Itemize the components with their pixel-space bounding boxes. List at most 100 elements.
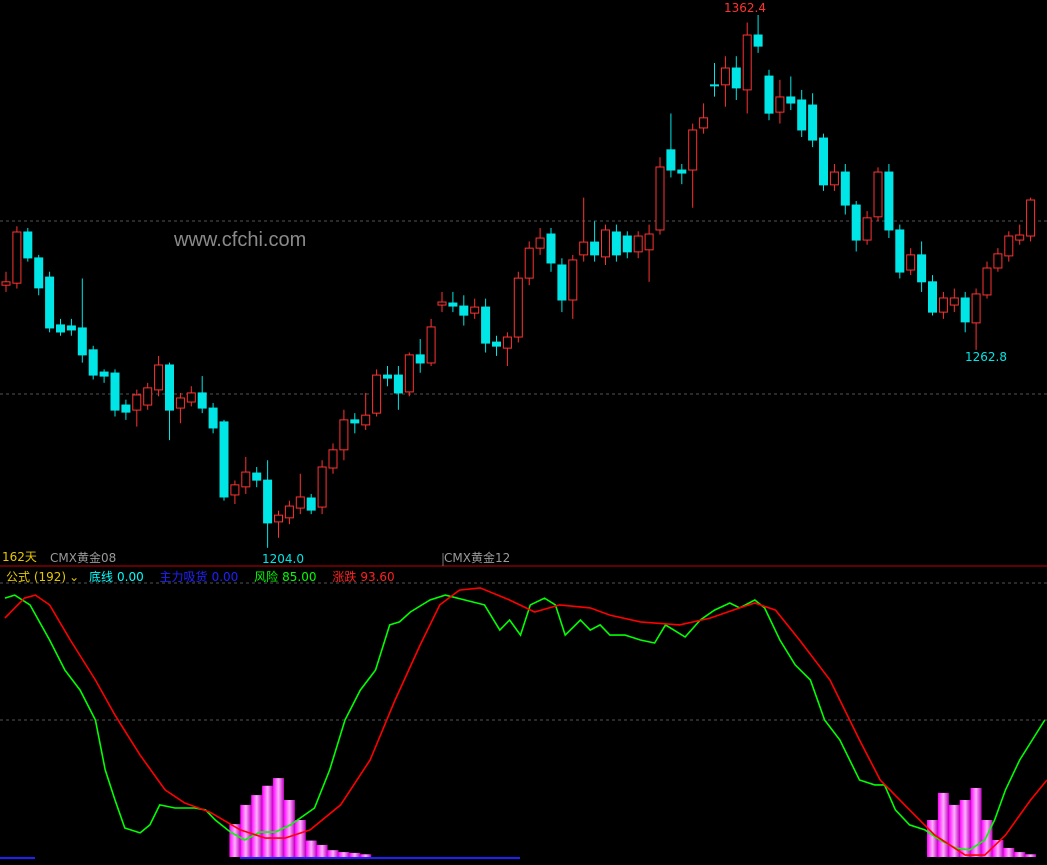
candle-down bbox=[546, 233, 556, 264]
candle-up bbox=[535, 237, 545, 249]
candle-up bbox=[1015, 234, 1025, 241]
candle-up bbox=[295, 496, 305, 509]
candle-up bbox=[513, 277, 523, 338]
candle-up bbox=[175, 397, 185, 409]
candle-down bbox=[448, 302, 458, 307]
candle-up bbox=[949, 297, 959, 306]
candle-up bbox=[742, 34, 752, 91]
candle-down bbox=[197, 392, 207, 409]
legend-value: 85.00 bbox=[282, 570, 317, 584]
candle-down bbox=[677, 169, 687, 174]
candle-up bbox=[426, 326, 436, 364]
candle-up bbox=[993, 253, 1003, 269]
candle-down bbox=[622, 235, 632, 253]
candle-up bbox=[154, 364, 164, 391]
histogram-bar bbox=[1025, 854, 1037, 857]
candle-up bbox=[601, 229, 610, 258]
candle-up bbox=[524, 247, 534, 279]
watermark: www.cfchi.com bbox=[174, 229, 307, 251]
candle-up bbox=[873, 171, 883, 218]
candle-down bbox=[666, 149, 676, 171]
histogram-bar bbox=[316, 844, 328, 857]
candle-up bbox=[361, 414, 371, 426]
candle-up bbox=[284, 505, 294, 519]
candle-down bbox=[252, 472, 262, 481]
candle-up bbox=[1026, 199, 1036, 237]
histogram-bar bbox=[959, 800, 971, 857]
candle-down bbox=[110, 372, 120, 411]
candle-down bbox=[808, 104, 818, 141]
candle-up bbox=[372, 374, 382, 414]
candle-down bbox=[45, 276, 55, 329]
contract-label-left: CMX黄金08 bbox=[50, 551, 117, 565]
legend-name: 主力吸货 bbox=[159, 570, 208, 584]
candle-up bbox=[862, 217, 872, 241]
histogram-bar bbox=[273, 778, 284, 857]
candle-up bbox=[699, 117, 709, 129]
candle-up bbox=[339, 419, 349, 451]
histogram-bar bbox=[349, 852, 361, 857]
histogram-bar bbox=[327, 850, 339, 857]
candle-down bbox=[851, 204, 861, 241]
candle-down bbox=[393, 374, 403, 394]
period-label: 162天 bbox=[2, 550, 37, 564]
histogram-bar bbox=[294, 820, 306, 857]
histogram-bar bbox=[251, 795, 263, 857]
candle-up bbox=[317, 466, 327, 508]
candle-up bbox=[938, 297, 948, 313]
candle-up bbox=[328, 449, 338, 469]
candle-up bbox=[579, 241, 589, 256]
candle-down bbox=[731, 67, 741, 89]
candle-down bbox=[819, 137, 828, 186]
legend-item-change: 涨跌 93.60 bbox=[332, 570, 400, 584]
candle-up bbox=[775, 96, 785, 113]
candle-down bbox=[840, 171, 850, 206]
histogram-bar bbox=[338, 852, 350, 857]
candle-down bbox=[306, 497, 316, 511]
candle-down bbox=[710, 84, 719, 87]
candle-down bbox=[590, 241, 600, 256]
candle-down bbox=[481, 306, 491, 344]
histogram-bar bbox=[283, 800, 295, 857]
histogram-bar bbox=[1014, 852, 1026, 857]
formula-label: 公式 (192) bbox=[6, 570, 67, 584]
candle-down bbox=[383, 374, 392, 379]
candle-up bbox=[241, 471, 251, 488]
candle-up bbox=[688, 129, 698, 171]
candle-down bbox=[557, 264, 567, 301]
candle-down bbox=[23, 231, 33, 259]
indicator-legend: 公式 (192) ⌄ 底线 0.00 主力吸货 0.00 风险 85.00 涨跌 93.6… bbox=[6, 568, 407, 585]
histogram-bar bbox=[262, 785, 274, 857]
candle-down bbox=[928, 281, 937, 313]
candle-down bbox=[459, 305, 469, 316]
indicator-line-risk bbox=[4, 594, 1046, 851]
candle-down bbox=[66, 325, 76, 331]
candle-down bbox=[895, 229, 905, 273]
legend-value: 0.00 bbox=[117, 570, 144, 584]
candle-down bbox=[77, 327, 87, 356]
candle-down bbox=[917, 254, 927, 283]
right-low-price-label: 1262.8 bbox=[965, 350, 1007, 364]
candle-down bbox=[165, 364, 174, 411]
candle-up bbox=[982, 267, 992, 296]
legend-item-accumulation: 主力吸货 0.00 bbox=[160, 570, 245, 584]
candle-up bbox=[186, 392, 196, 403]
histogram-bar bbox=[360, 854, 372, 857]
candle-down bbox=[350, 419, 360, 424]
candle-up bbox=[274, 514, 283, 523]
histogram-bar bbox=[229, 824, 241, 857]
candle-down bbox=[219, 421, 229, 498]
candle-down bbox=[786, 96, 796, 104]
legend-item-baseline: 底线 0.00 bbox=[89, 570, 150, 584]
legend-value: 93.60 bbox=[360, 570, 395, 584]
candle-down bbox=[88, 349, 98, 376]
formula-selector[interactable]: 公式 (192) ⌄ bbox=[6, 570, 79, 584]
candle-down bbox=[884, 171, 894, 231]
histogram-bar bbox=[927, 820, 938, 857]
histogram-bar bbox=[981, 820, 993, 857]
chevron-down-icon: ⌄ bbox=[69, 570, 80, 584]
candle-up bbox=[132, 394, 142, 411]
candle-down bbox=[764, 75, 774, 114]
candle-down bbox=[492, 341, 501, 347]
